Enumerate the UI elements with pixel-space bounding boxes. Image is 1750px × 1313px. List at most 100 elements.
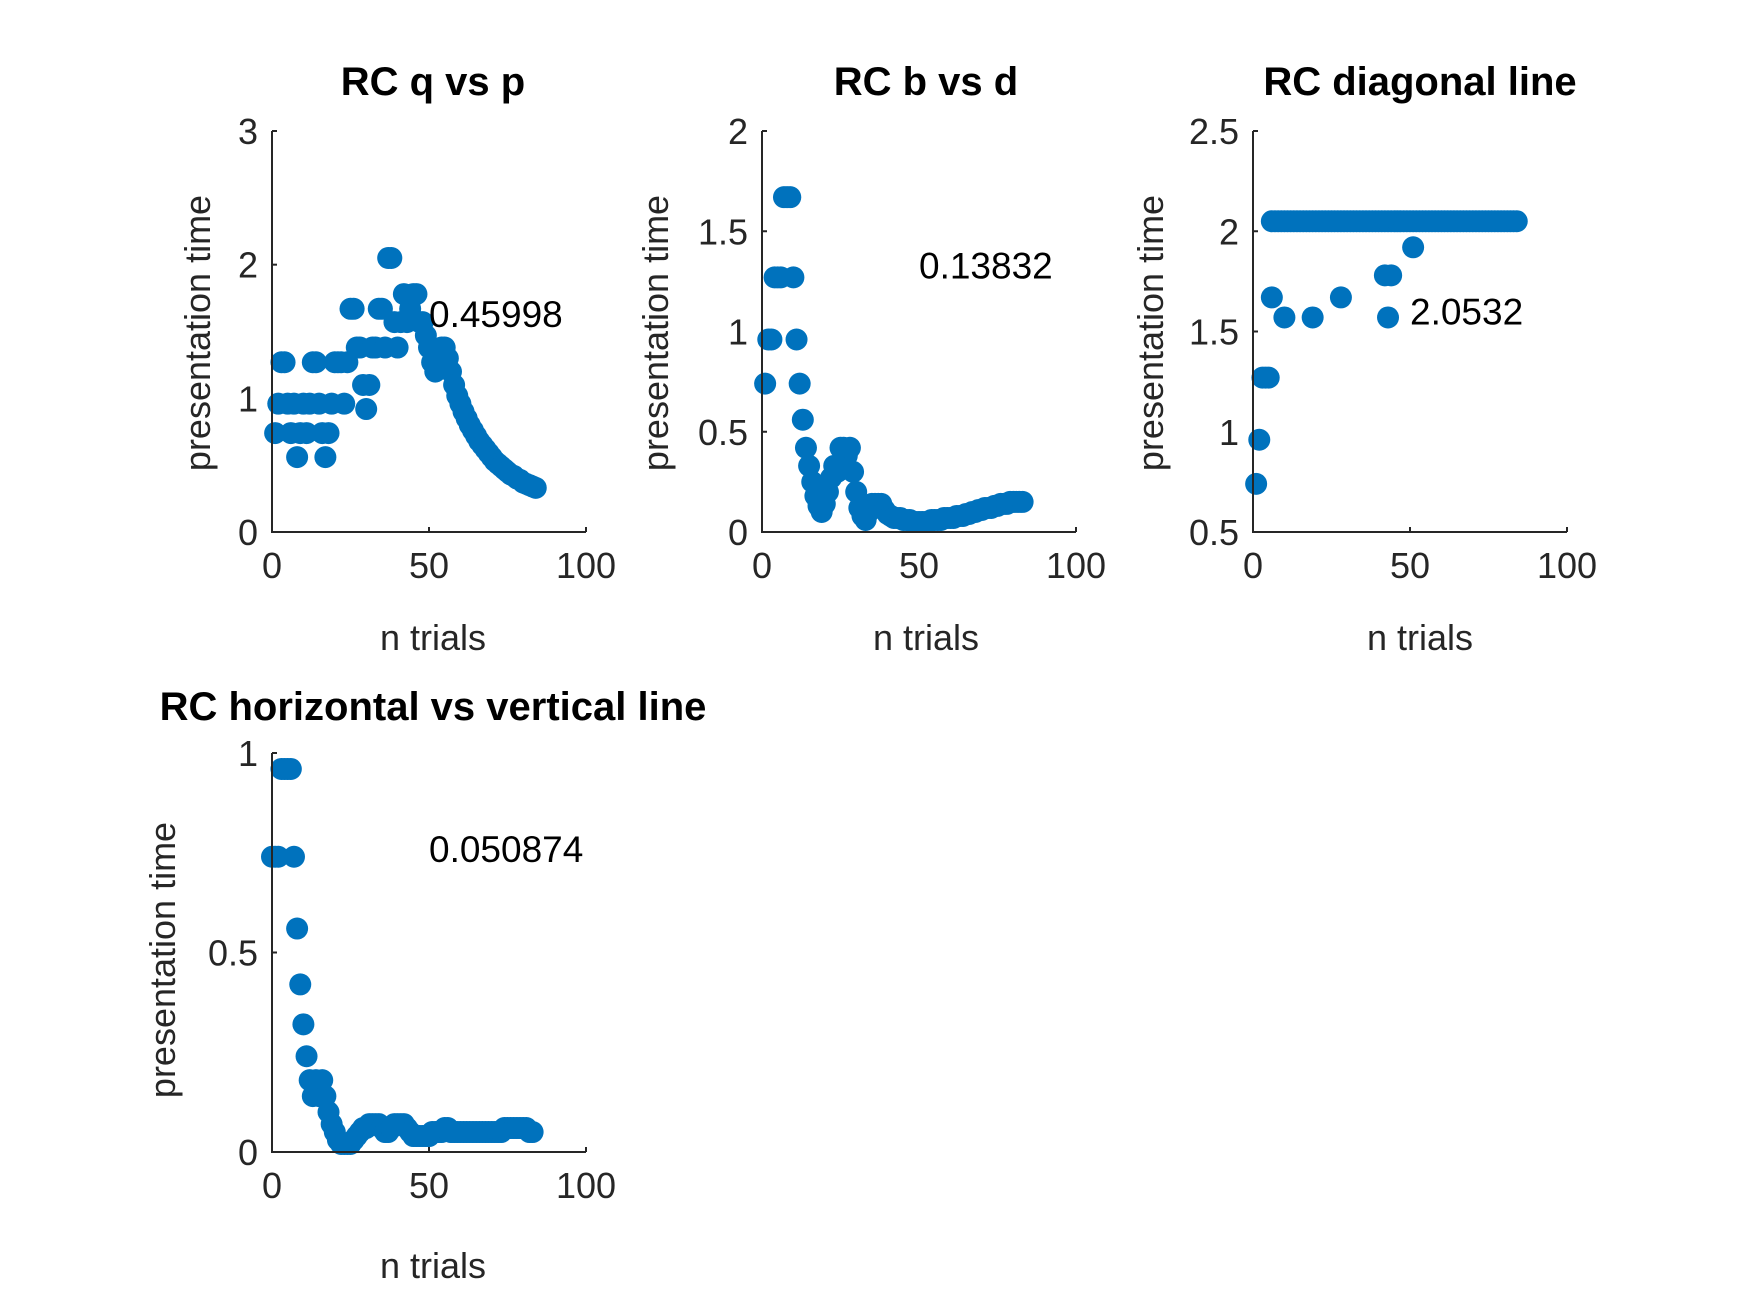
scatter-point (333, 392, 356, 415)
scatter-point (1245, 472, 1268, 495)
scatter-point (342, 297, 365, 320)
scatter-point (1260, 286, 1283, 309)
scatter-point (754, 372, 777, 395)
scatter-point (1329, 286, 1352, 309)
y-tick-label: 1 (1219, 412, 1239, 453)
y-tick-label: 0.5 (698, 412, 748, 453)
y-axis-label: presentation time (142, 822, 183, 1098)
scatter-point (785, 328, 808, 351)
y-tick-label: 0 (238, 1132, 258, 1173)
y-axis-label: presentation time (177, 195, 218, 471)
x-tick-label: 0 (262, 545, 282, 586)
scatter-point (1248, 428, 1271, 451)
scatter-point (1257, 366, 1280, 389)
scatter-point (286, 917, 309, 940)
subplot-title: RC q vs p (341, 60, 525, 104)
x-tick-label: 100 (556, 1165, 616, 1206)
subplot-title: RC diagonal line (1263, 60, 1576, 104)
scatter-point (314, 446, 337, 469)
scatter-point (295, 422, 318, 445)
subplot-rc-b-vs-d: RC b vs d n trials presentation time 0 50… (635, 60, 1106, 658)
x-tick-label: 0 (262, 1165, 282, 1206)
x-axis-label: n trials (1367, 617, 1473, 658)
scatter-point (1011, 490, 1034, 513)
y-tick-label: 0.5 (1189, 512, 1239, 553)
scatter-point (1273, 306, 1296, 329)
y-tick-label: 1 (728, 312, 748, 353)
y-tick-label: 2 (238, 245, 258, 286)
y-tick-label: 2 (728, 111, 748, 152)
tick-layer: 0 50 100 0 1 2 3 (238, 111, 616, 586)
tick-layer: 0 50 100 0 0.5 1 1.5 2 (698, 111, 1106, 586)
scatter-point (1505, 210, 1528, 233)
scatter-point (282, 845, 305, 868)
x-tick-label: 100 (1537, 545, 1597, 586)
y-tick-label: 1 (238, 378, 258, 419)
x-axis-label: n trials (873, 617, 979, 658)
annotation-value: 0.45998 (429, 294, 563, 335)
scatter-point (838, 436, 861, 459)
y-tick-label: 1 (238, 733, 258, 774)
x-tick-label: 0 (752, 545, 772, 586)
x-tick-label: 50 (409, 1165, 449, 1206)
tick-layer: 0 50 100 0.5 1 1.5 2 2.5 (1189, 111, 1597, 586)
scatter-series (754, 186, 1034, 533)
scatter-point (304, 351, 327, 374)
annotation-value: 2.0532 (1410, 291, 1523, 332)
scatter-point (317, 422, 340, 445)
scatter-point (386, 336, 409, 359)
scatter-point (292, 1013, 315, 1036)
scatter-series (264, 246, 547, 499)
scatter-point (264, 422, 287, 445)
x-tick-label: 50 (899, 545, 939, 586)
scatter-point (286, 446, 309, 469)
scatter-point (794, 436, 817, 459)
scatter-point (1301, 306, 1324, 329)
x-tick-label: 100 (1046, 545, 1106, 586)
axis-frame (1252, 131, 1567, 533)
axis-frame (761, 131, 1076, 533)
y-axis-label: presentation time (635, 195, 676, 471)
scatter-point (273, 351, 296, 374)
scatter-point (1402, 236, 1425, 259)
scatter-point (788, 372, 811, 395)
scatter-point (405, 283, 428, 306)
y-tick-label: 0.5 (208, 933, 258, 974)
scatter-point (1380, 264, 1403, 287)
annotation-value: 0.13832 (919, 245, 1053, 286)
y-tick-label: 1.5 (1189, 312, 1239, 353)
y-tick-label: 0 (238, 512, 258, 553)
scatter-point (355, 398, 378, 421)
scatter-point (295, 1045, 318, 1068)
x-axis-label: n trials (380, 1245, 486, 1286)
scatter-point (760, 328, 783, 351)
scatter-point (779, 186, 802, 209)
scatter-point (279, 757, 302, 780)
scatter-series (1245, 210, 1528, 495)
scatter-point (521, 1121, 544, 1144)
scatter-point (1377, 306, 1400, 329)
x-tick-label: 50 (409, 545, 449, 586)
subplot-title: RC b vs d (834, 60, 1018, 104)
x-tick-label: 100 (556, 545, 616, 586)
annotation-value: 0.050874 (429, 829, 583, 870)
scatter-point (826, 460, 849, 483)
scatter-point (782, 266, 805, 289)
scatter-point (791, 408, 814, 431)
scatter-point (380, 246, 403, 269)
subplot-title: RC horizontal vs vertical line (160, 685, 707, 729)
x-tick-label: 50 (1390, 545, 1430, 586)
y-tick-label: 1.5 (698, 211, 748, 252)
axis-frame (271, 753, 586, 1153)
y-axis-label: presentation time (1130, 195, 1171, 471)
y-tick-label: 0 (728, 512, 748, 553)
y-tick-label: 2 (1219, 211, 1239, 252)
scatter-point (524, 476, 547, 499)
y-tick-label: 2.5 (1189, 111, 1239, 152)
tick-layer: 0 50 100 0 0.5 1 (208, 733, 616, 1206)
scatter-point (842, 460, 865, 483)
scatter-point (358, 373, 381, 396)
subplot-rc-horizontal-vs-vertical-line: RC horizontal vs vertical line n trials … (142, 685, 706, 1286)
subplot-rc-diagonal-line: RC diagonal line n trials presentation t… (1130, 60, 1597, 658)
